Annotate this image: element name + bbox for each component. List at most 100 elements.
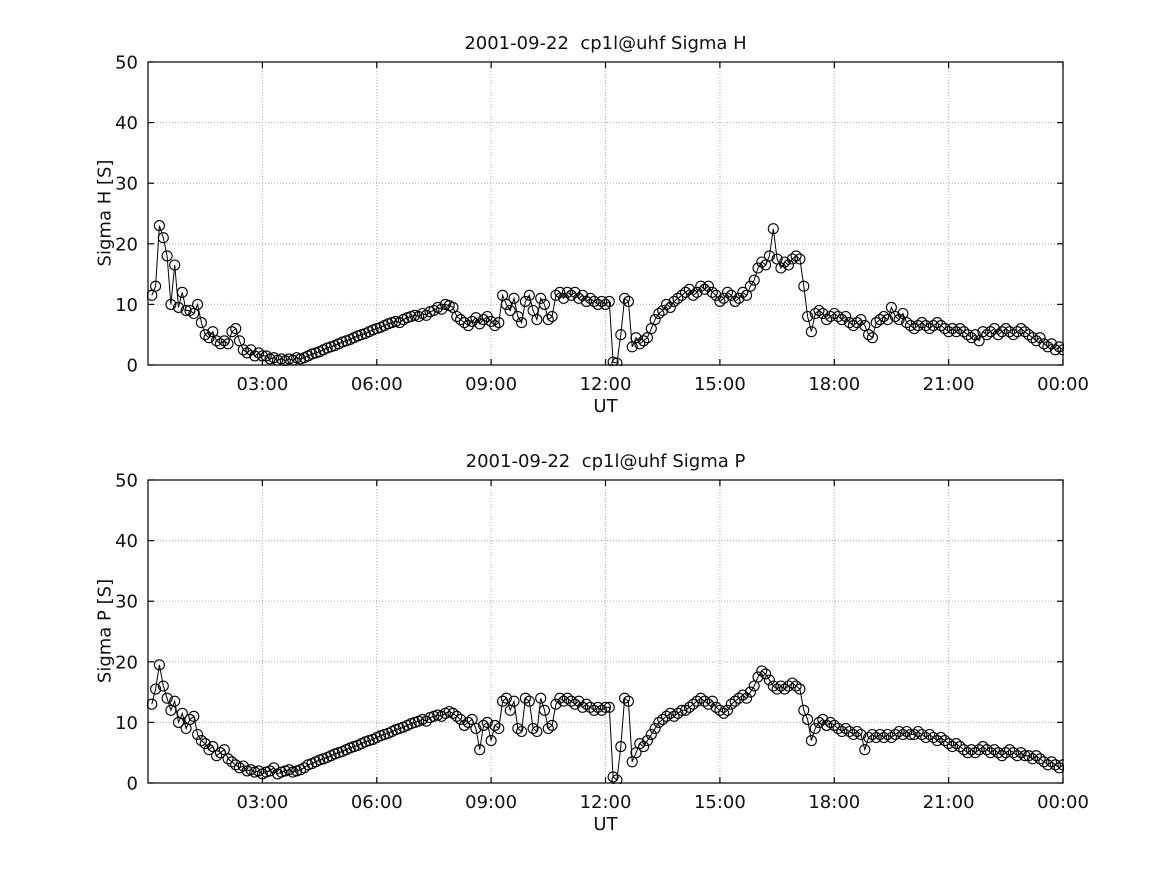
data-point-marker	[165, 298, 177, 310]
data-point-marker	[916, 317, 928, 329]
data-point-marker	[767, 223, 779, 235]
sigma-p-xlabel: UT	[593, 814, 618, 835]
data-point-marker	[741, 289, 753, 301]
data-point-marker	[809, 307, 821, 320]
data-point-marker	[1023, 750, 1035, 762]
data-point-marker	[592, 298, 604, 310]
data-point-marker	[660, 298, 673, 310]
data-point-marker	[630, 747, 642, 759]
data-point-marker	[992, 747, 1004, 759]
data-point-marker	[794, 253, 806, 265]
data-point-marker	[687, 289, 699, 301]
data-point-marker	[508, 292, 520, 304]
y-tick-label: 10	[115, 295, 138, 316]
x-tick-label: 09:00	[465, 374, 517, 395]
data-point-marker	[904, 320, 917, 332]
data-point-marker	[710, 701, 722, 713]
data-point-marker	[214, 747, 226, 759]
data-point-marker	[157, 680, 169, 692]
x-tick-label: 00:00	[1037, 792, 1089, 813]
data-point-marker	[721, 704, 734, 716]
y-tick-label: 30	[115, 592, 138, 613]
sigma-h-xlabel: UT	[593, 396, 618, 417]
data-point-marker	[1004, 744, 1016, 756]
x-tick-label: 15:00	[694, 374, 746, 395]
data-point-marker	[657, 304, 669, 317]
data-point-marker	[889, 310, 901, 323]
data-point-marker	[855, 728, 867, 741]
data-point-marker	[638, 335, 650, 347]
data-point-marker	[706, 695, 718, 707]
data-point-marker	[874, 728, 886, 741]
data-point-marker	[462, 716, 474, 728]
sigma-p-plot: 03:00 06:00 09:00 12:00 15:00 18:00 21:00 00:00…	[115, 471, 1089, 814]
data-point-marker	[195, 317, 207, 329]
data-point-marker	[866, 332, 878, 344]
data-point-marker	[672, 292, 684, 304]
x-tick-label: 12:00	[580, 792, 632, 813]
data-point-marker	[394, 317, 406, 329]
data-point-marker	[519, 692, 531, 704]
data-point-marker	[157, 232, 169, 244]
data-point-marker	[977, 741, 989, 753]
x-tick-label: 21:00	[923, 374, 975, 395]
data-point-marker	[649, 722, 661, 735]
data-point-marker	[988, 323, 1000, 335]
y-tick-label: 0	[127, 356, 138, 377]
data-point-marker	[573, 695, 585, 707]
data-point-marker	[786, 677, 798, 689]
data-point-marker	[546, 719, 558, 731]
x-tick-label: 15:00	[694, 792, 746, 813]
data-point-marker	[527, 304, 539, 317]
data-point-marker	[653, 716, 665, 728]
data-point-marker	[230, 759, 242, 771]
data-point-marker	[683, 701, 695, 713]
data-point-marker	[150, 280, 162, 292]
data-point-marker	[893, 314, 905, 326]
data-point-marker	[603, 295, 615, 307]
data-point-marker	[504, 704, 516, 716]
data-point-marker	[569, 698, 581, 710]
data-point-marker	[203, 744, 215, 756]
data-point-marker	[1053, 341, 1064, 353]
x-tick-label: 21:00	[923, 792, 975, 813]
data-point-marker	[943, 738, 955, 750]
data-point-marker	[584, 292, 596, 304]
data-point-marker	[180, 722, 192, 735]
data-point-marker	[946, 323, 958, 335]
data-point-marker	[230, 323, 242, 335]
data-point-marker	[1011, 326, 1023, 338]
data-point-marker	[577, 289, 589, 301]
data-point-marker	[649, 314, 661, 326]
x-tick-label: 06:00	[351, 374, 403, 395]
data-point-marker	[817, 307, 829, 320]
data-point-marker	[645, 728, 657, 741]
data-point-marker	[981, 329, 993, 341]
data-point-marker	[1026, 753, 1039, 765]
data-point-marker	[531, 314, 543, 326]
x-tick-label: 03:00	[236, 792, 288, 813]
data-point-marker	[920, 320, 932, 332]
data-point-marker	[851, 317, 863, 329]
data-point-marker	[241, 347, 253, 359]
data-point-marker	[516, 317, 528, 329]
data-point-marker	[695, 692, 707, 704]
data-point-marker	[855, 314, 867, 326]
data-point-marker	[760, 259, 772, 271]
data-point-marker	[634, 738, 646, 750]
data-point-marker	[199, 329, 211, 341]
data-point-marker	[413, 310, 425, 323]
data-point-marker	[680, 704, 692, 716]
data-point-marker	[935, 731, 947, 744]
data-point-marker	[668, 710, 680, 722]
data-point-marker	[512, 722, 524, 735]
data-point-marker	[497, 289, 509, 301]
data-point-marker	[676, 289, 688, 301]
y-tick-label: 50	[115, 471, 138, 492]
data-point-marker	[611, 774, 623, 784]
sigma-h-title: 2001-09-22 cp1l@uhf Sigma H	[464, 33, 747, 54]
data-point-marker	[840, 310, 852, 323]
data-point-marker	[573, 292, 585, 304]
data-point-marker	[744, 280, 756, 292]
data-point-marker	[500, 298, 512, 310]
